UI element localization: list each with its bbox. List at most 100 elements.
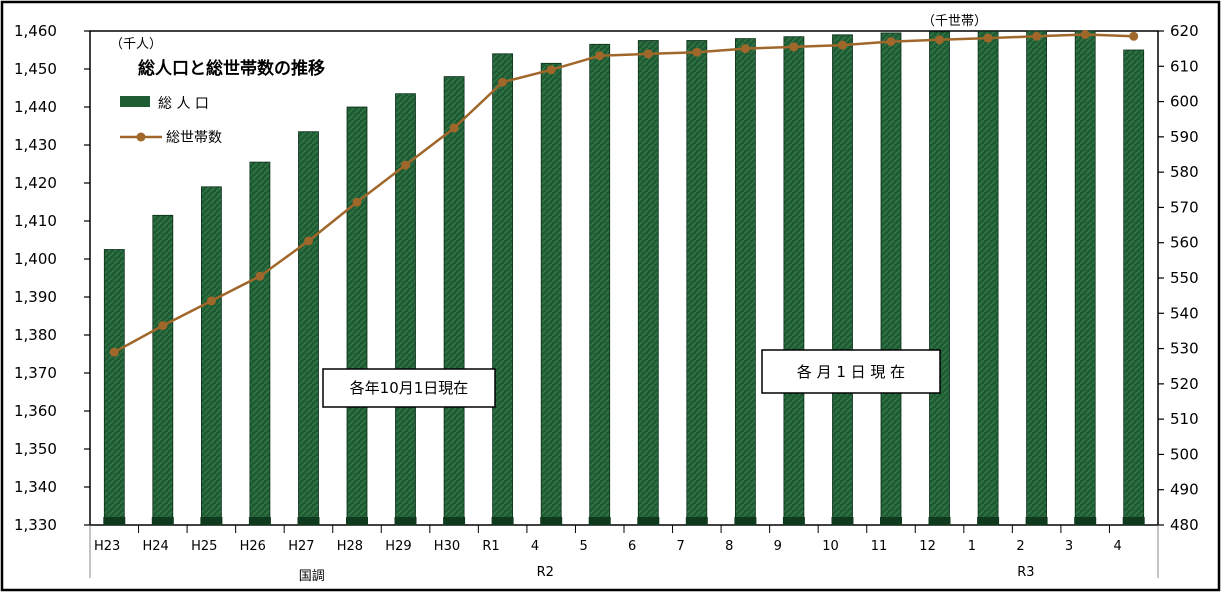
bar-base-20 [1074,517,1097,525]
right-tick-label-10: 580 [1170,163,1199,181]
category-label-14: 9 [774,539,782,554]
right-tick-label-2: 500 [1170,445,1199,463]
category-label-8: R1 [482,539,499,554]
bar-base-16 [880,517,902,525]
left-tick-label-4: 1,370 [14,364,57,382]
bar-base-15 [831,517,854,525]
right-tick-label-14: 620 [1170,22,1199,40]
category-label-3: H26 [240,539,266,554]
bar-population-1 [152,214,174,526]
bar-base-10 [588,517,611,525]
point-households-8 [498,77,508,87]
left-unit-label: （千人） [110,37,162,52]
category-label-16: 11 [871,539,888,554]
category-label-9: 4 [531,539,539,554]
bar-population-19 [1026,30,1047,526]
bar-population-18 [977,30,999,526]
right-unit-label: （千世帯） [922,14,987,29]
annotation-monthly-box [761,349,941,394]
bar-base-3 [248,517,271,525]
category-label-6: H29 [385,539,411,554]
bar-population-5 [346,106,368,526]
point-households-10 [595,51,605,61]
legend: 総 人 口 総世帯数 [120,96,222,146]
bar-population-13 [735,38,756,526]
category-label-0: H23 [94,539,120,554]
bar-population-3 [249,161,271,526]
point-households-16 [886,37,896,47]
left-tick-label-13: 1,460 [14,22,57,40]
category-label-1: H24 [143,539,169,554]
bar-base-13 [734,517,757,525]
bar-base-18 [977,517,1000,525]
bar-base-19 [1025,517,1048,525]
bars-layer [103,30,1145,526]
annotation-yearly: 各年10月1日現在 [322,368,496,408]
bar-population-11 [637,40,659,526]
bar-population-21 [1123,49,1145,526]
category-label-12: 7 [677,539,685,554]
bar-population-20 [1074,30,1096,526]
point-households-20 [1080,30,1090,39]
point-households-15 [838,40,847,50]
point-households-17 [935,35,944,45]
point-households-11 [643,49,653,59]
bar-population-9 [540,62,562,526]
point-households-6 [401,160,410,170]
bar-base-0 [103,517,126,525]
right-tick-label-7: 550 [1170,269,1199,287]
category-label-19: 2 [1016,539,1024,554]
point-households-5 [352,197,362,207]
left-tick-label-12: 1,450 [14,60,57,78]
left-tick-label-11: 1,440 [14,98,57,116]
point-households-21 [1129,31,1139,41]
point-households-19 [1032,31,1042,41]
left-tick-label-2: 1,350 [14,440,57,458]
category-label-21: 4 [1114,539,1122,554]
point-households-9 [546,65,556,75]
left-tick-label-10: 1,430 [14,136,57,154]
left-tick-label-7: 1,400 [14,250,57,268]
chart-title: 総人口と総世帯数の推移 [138,58,325,79]
left-tick-label-8: 1,410 [14,212,57,230]
bar-base-21 [1122,517,1145,525]
category-label-11: 6 [628,539,636,554]
bar-base-6 [394,517,417,525]
right-tick-label-4: 520 [1170,375,1199,393]
category-label-7: H30 [434,539,460,554]
category-label-18: 1 [968,539,976,554]
right-tick-label-13: 610 [1170,57,1199,75]
point-households-4 [304,236,313,246]
left-tick-label-6: 1,390 [14,288,57,306]
annotation-yearly-text: 各年10月1日現在 [350,379,469,397]
line-households [113,33,1134,354]
point-households-18 [983,33,993,43]
legend-swatch-households-marker [136,132,146,142]
point-households-2 [206,296,216,306]
point-households-1 [158,321,168,331]
group-label-2: R3 [1017,565,1034,580]
left-axis: 1,330 1,340 1,350 1,360 1,370 1,380 1,390 1,400… [14,22,90,534]
category-label-5: H28 [337,539,363,554]
bar-base-8 [491,517,514,525]
left-tick-label-9: 1,420 [14,174,57,192]
bar-population-14 [783,36,805,526]
category-label-13: 8 [725,539,733,554]
category-label-15: 10 [822,539,839,554]
point-households-3 [255,271,265,281]
point-households-12 [692,47,702,57]
category-label-10: 5 [580,539,588,554]
bar-population-12 [686,40,708,526]
bar-base-2 [200,517,223,525]
bar-base-7 [443,517,466,525]
right-tick-label-11: 590 [1170,128,1199,146]
bar-population-15 [832,34,853,526]
legend-label-population: 総 人 口 [158,96,209,112]
annotation-monthly-text: 各 月 1 日 現 在 [797,363,905,381]
group-label-0: 国調 [299,569,325,584]
bar-base-14 [782,517,805,525]
category-label-4: H27 [288,539,314,554]
group-label-1: R2 [537,565,554,580]
